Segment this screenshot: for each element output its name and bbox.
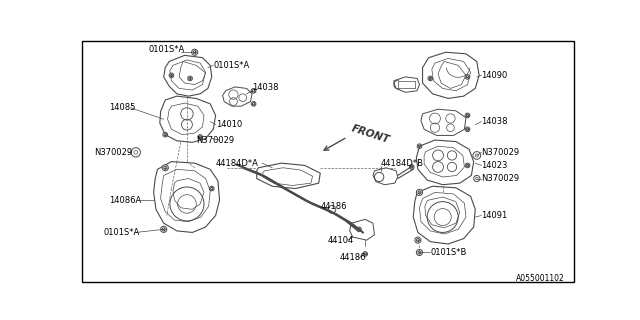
Circle shape [410,166,413,168]
Text: 14086A: 14086A [109,196,141,204]
Circle shape [162,228,165,231]
Circle shape [170,74,173,76]
Text: 0101S*A: 0101S*A [213,61,250,70]
Circle shape [189,77,191,80]
Circle shape [193,51,196,54]
Circle shape [418,191,421,194]
Text: 14010: 14010 [216,120,242,129]
Text: 44104: 44104 [328,236,355,245]
Circle shape [356,227,362,232]
Circle shape [364,253,366,255]
Circle shape [467,76,468,78]
Circle shape [358,228,360,230]
Text: 14023: 14023 [481,161,508,170]
Text: N370029: N370029 [481,148,520,157]
Circle shape [252,88,256,93]
Circle shape [418,251,421,254]
Circle shape [415,237,421,243]
Circle shape [162,165,168,171]
Text: 0101S*B: 0101S*B [430,248,467,257]
Text: 44184D*A: 44184D*A [216,159,259,168]
Circle shape [476,154,478,157]
Circle shape [191,49,198,55]
Circle shape [428,76,433,81]
Text: 0101S*A: 0101S*A [103,228,140,237]
Circle shape [188,76,193,81]
Text: FRONT: FRONT [349,123,390,145]
Circle shape [252,90,255,92]
Text: 14038: 14038 [481,117,508,126]
Circle shape [164,166,167,169]
Circle shape [161,226,167,232]
Text: 14091: 14091 [481,211,508,220]
Text: 14085: 14085 [109,103,136,112]
Circle shape [363,252,367,256]
Text: 44186: 44186 [320,202,347,211]
Text: 14090: 14090 [481,71,508,80]
Circle shape [465,75,470,79]
Circle shape [211,188,213,190]
Text: A055001102: A055001102 [516,274,564,283]
Circle shape [169,73,174,78]
Text: 44184D*B: 44184D*B [381,159,424,168]
Circle shape [465,163,470,168]
Text: N370029: N370029 [94,148,132,157]
Circle shape [417,189,422,196]
Circle shape [198,135,202,139]
Text: N370029: N370029 [481,174,520,183]
Circle shape [467,164,468,167]
Text: 0101S*A: 0101S*A [148,45,184,54]
Circle shape [474,175,480,182]
Text: 44186: 44186 [340,253,366,262]
Circle shape [467,114,468,116]
Circle shape [199,136,202,138]
Circle shape [164,133,166,136]
Circle shape [134,150,138,154]
Circle shape [419,145,420,147]
Circle shape [252,101,256,106]
Circle shape [209,186,214,191]
Circle shape [417,239,419,242]
Circle shape [476,177,478,180]
Circle shape [417,249,422,256]
Circle shape [410,165,414,169]
Circle shape [465,127,470,132]
Circle shape [473,152,481,159]
Circle shape [252,103,255,105]
Circle shape [417,144,422,148]
Circle shape [131,148,140,157]
Circle shape [163,132,168,137]
Text: N370029: N370029 [196,136,234,145]
Circle shape [429,77,431,80]
Text: 14038: 14038 [252,83,278,92]
Circle shape [467,128,468,131]
Circle shape [465,113,470,118]
